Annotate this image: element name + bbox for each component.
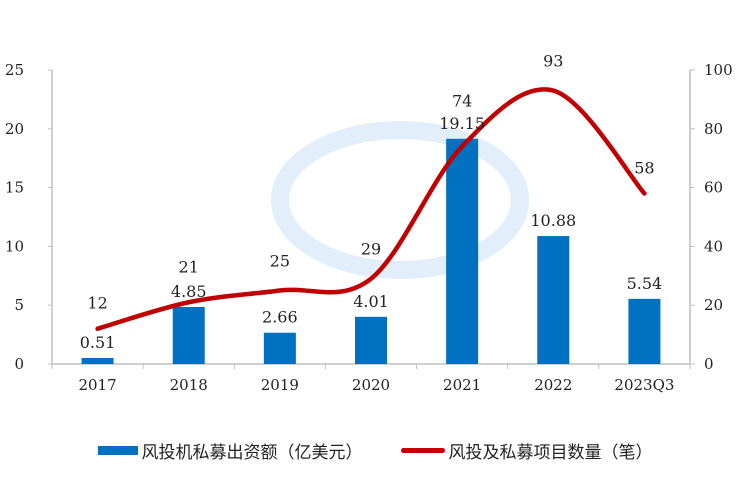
line-data-label: 25	[270, 252, 290, 271]
x-tick-label: 2022	[534, 376, 572, 394]
bar-data-label: 2.66	[262, 308, 298, 327]
left-tick-label: 25	[5, 61, 24, 79]
right-tick-label: 60	[704, 179, 723, 197]
line-data-label: 29	[361, 240, 381, 259]
right-tick-label: 100	[704, 61, 733, 79]
legend-label-line: 风投及私募项目数量（笔）	[448, 443, 653, 463]
legend-swatch-bar	[97, 446, 138, 455]
left-tick-label: 5	[14, 296, 24, 314]
watermark-logo	[271, 121, 529, 279]
left-tick-label: 10	[5, 237, 24, 255]
bar-data-label: 0.51	[80, 333, 116, 352]
x-tick-label: 2019	[261, 376, 299, 394]
legend-label-bar: 风投机私募出资额（亿美元）	[141, 443, 363, 463]
x-tick-label: 2021	[443, 376, 481, 394]
bar	[172, 306, 205, 364]
x-tick-label: 2018	[170, 376, 208, 394]
right-tick-label: 40	[704, 237, 723, 255]
bar-data-label: 4.01	[353, 292, 389, 311]
bar	[537, 236, 570, 364]
bar	[263, 332, 296, 364]
bar-data-label: 10.88	[530, 211, 576, 230]
left-tick-label: 20	[5, 120, 24, 138]
bar-data-label: 4.85	[171, 282, 207, 301]
bar	[355, 316, 387, 364]
legend-swatch-line	[400, 448, 445, 453]
right-tick-label: 80	[704, 120, 723, 138]
line-data-label: 58	[634, 158, 654, 177]
right-tick-label: 20	[704, 296, 723, 314]
series-line	[95, 87, 647, 331]
legend-item-line: 风投及私募项目数量（笔）	[400, 438, 653, 463]
bar	[628, 298, 661, 364]
right-tick-label: 0	[704, 355, 714, 373]
left-tick-label: 15	[5, 179, 24, 197]
x-tick-label: 2017	[78, 376, 116, 394]
x-tick-label: 2023Q3	[614, 376, 674, 394]
x-tick-label: 2020	[352, 376, 390, 394]
bar	[446, 138, 479, 364]
bar	[81, 358, 114, 364]
left-tick-label: 0	[14, 355, 24, 373]
line-data-label: 21	[179, 257, 199, 276]
bar-data-label: 5.54	[627, 274, 663, 293]
legend: 风投机私募出资额（亿美元） 风投及私募项目数量（笔）	[0, 438, 750, 463]
line-data-label: 93	[543, 52, 563, 71]
legend-item-bar: 风投机私募出资额（亿美元）	[97, 438, 363, 463]
line-data-label: 74	[452, 91, 472, 110]
line-data-label: 12	[87, 294, 107, 313]
bar-data-label: 19.15	[439, 114, 485, 133]
